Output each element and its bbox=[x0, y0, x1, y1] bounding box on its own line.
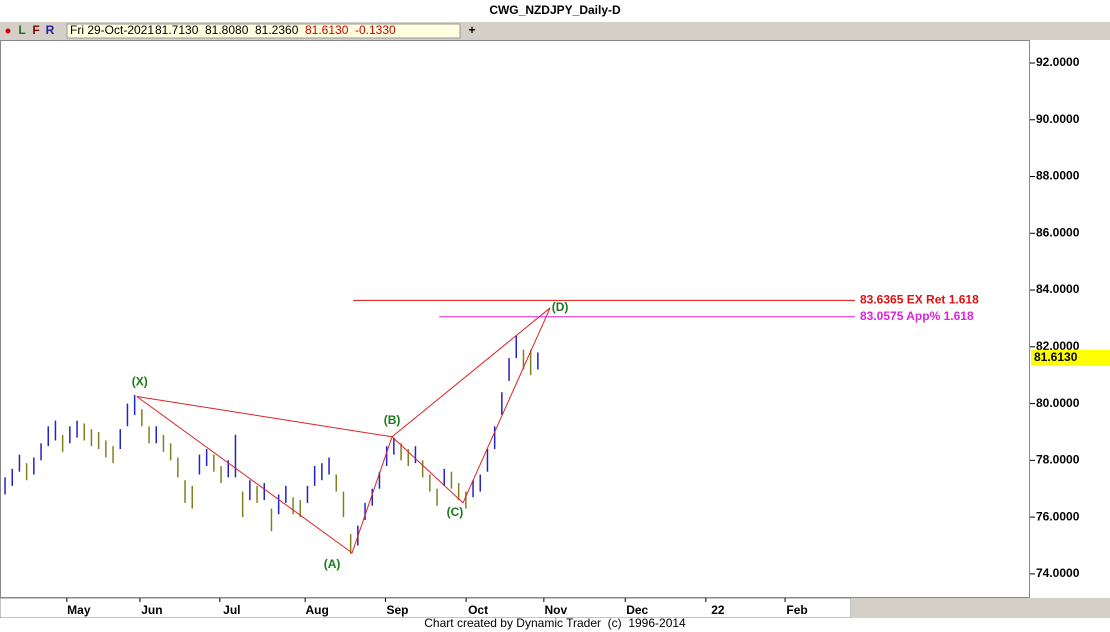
pattern-line bbox=[462, 307, 551, 504]
y-tick-label: 86.0000 bbox=[1036, 225, 1080, 239]
pattern-label: (D) bbox=[552, 300, 569, 314]
pattern-label: (A) bbox=[324, 557, 341, 571]
info-field bbox=[66, 23, 461, 39]
footer-bar bbox=[0, 618, 1110, 632]
chart-title: CWG_NZDJPY_Daily-D bbox=[489, 3, 621, 17]
plot-area bbox=[0, 40, 1030, 598]
last-price-label: 81.6130 bbox=[1034, 350, 1078, 364]
y-tick-label: 76.0000 bbox=[1036, 509, 1080, 523]
pattern-line bbox=[391, 307, 551, 438]
info-date: Fri 29-Oct-2021 bbox=[70, 23, 154, 37]
pattern-label: (B) bbox=[384, 413, 401, 427]
x-tick-label: May bbox=[67, 603, 91, 617]
y-tick-label: 88.0000 bbox=[1036, 169, 1080, 183]
y-tick-label: 74.0000 bbox=[1036, 566, 1080, 580]
pattern-line bbox=[136, 395, 393, 438]
y-tick-label: 84.0000 bbox=[1036, 282, 1080, 296]
info-low: 81.2360 bbox=[255, 23, 299, 37]
x-axis-filler bbox=[851, 598, 1110, 618]
footer: Chart created by Dynamic Trader (c) 1996… bbox=[424, 616, 686, 630]
x-tick-label: Jun bbox=[141, 603, 162, 617]
title-bar bbox=[0, 0, 1110, 22]
x-tick-label: Sep bbox=[386, 603, 408, 617]
x-tick-label: Nov bbox=[545, 603, 568, 617]
pattern-label: (X) bbox=[132, 375, 148, 389]
pattern-line bbox=[351, 436, 393, 554]
y-axis-area bbox=[1030, 40, 1110, 598]
x-tick-label: Jul bbox=[223, 603, 240, 617]
x-tick-label: Oct bbox=[468, 603, 488, 617]
x-tick-label: Aug bbox=[306, 603, 329, 617]
info-high: 81.8080 bbox=[205, 23, 249, 37]
toolbar-button[interactable]: R bbox=[46, 23, 55, 37]
info-open: 81.7130 bbox=[155, 23, 199, 37]
last-price-tag bbox=[1031, 349, 1110, 366]
pattern-line bbox=[391, 436, 464, 504]
x-tick-label: 22 bbox=[711, 603, 725, 617]
info-change: -0.1330 bbox=[355, 23, 396, 37]
pattern-label: (C) bbox=[447, 505, 464, 519]
y-tick-label: 80.0000 bbox=[1036, 396, 1080, 410]
info-close: 81.6130 bbox=[305, 23, 349, 37]
x-tick-label: Feb bbox=[786, 603, 807, 617]
level-label: 83.6365 EX Ret 1.618 bbox=[860, 293, 979, 307]
x-tick-label: Dec bbox=[626, 603, 648, 617]
level-label: 83.0575 App% 1.618 bbox=[860, 309, 974, 323]
add-button[interactable]: + bbox=[468, 23, 475, 37]
y-tick-label: 82.0000 bbox=[1036, 339, 1080, 353]
y-tick-label: 78.0000 bbox=[1036, 453, 1080, 467]
toolbar-button[interactable]: F bbox=[32, 23, 39, 37]
y-tick-label: 90.0000 bbox=[1036, 112, 1080, 126]
status-dot bbox=[5, 28, 11, 34]
pattern-line bbox=[136, 396, 353, 554]
toolbar-button[interactable]: L bbox=[18, 23, 25, 37]
y-tick-label: 92.0000 bbox=[1036, 55, 1080, 69]
